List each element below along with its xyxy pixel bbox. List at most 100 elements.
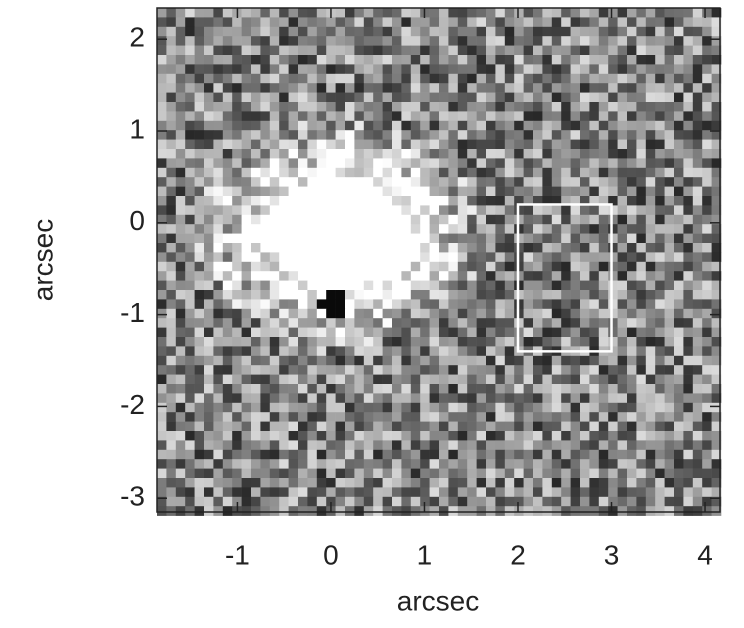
pixel [646,262,656,272]
pixel [270,356,280,366]
pixel [505,74,515,84]
pixel [176,83,186,93]
pixel [232,111,242,121]
pixel [467,506,477,516]
pixel [270,309,280,319]
pixel [674,309,684,319]
pixel [458,506,468,516]
pixel [270,36,280,46]
pixel [364,215,374,225]
pixel [467,215,477,225]
pixel [176,168,186,178]
pixel [176,262,186,272]
pixel [289,403,299,413]
pixel [383,158,393,168]
pixel [533,497,543,507]
pixel [665,177,675,187]
pixel [204,36,214,46]
pixel [289,506,299,516]
pixel [524,215,534,225]
pixel [289,8,299,18]
pixel [477,271,487,281]
pixel [514,450,524,460]
pixel [608,459,618,469]
pixel [185,177,195,187]
pixel [458,102,468,112]
pixel [646,74,656,84]
pixel [702,17,712,27]
pixel [336,102,346,112]
pixel [383,403,393,413]
pixel [251,281,261,291]
pixel [589,478,599,488]
pixel [467,121,477,131]
pixel [392,440,402,450]
pixel [242,299,252,309]
pixel [373,262,383,272]
pixel [373,243,383,253]
pixel [298,158,308,168]
pixel [646,309,656,319]
pixel [552,149,562,159]
pixel [336,459,346,469]
pixel [430,478,440,488]
pixel [674,478,684,488]
pixel [176,196,186,206]
pixel [345,187,355,197]
pixel [195,271,205,281]
pixel [505,393,515,403]
pixel [439,318,449,328]
pixel [561,187,571,197]
pixel [232,487,242,497]
pixel [354,46,364,56]
pixel [326,450,336,460]
pixel [185,168,195,178]
pixel [213,422,223,432]
pixel [326,168,336,178]
pixel [213,46,223,56]
pixel [223,450,233,460]
pixel [646,46,656,56]
pixel [232,318,242,328]
pixel [589,299,599,309]
pixel [627,440,637,450]
pixel [204,497,214,507]
pixel [345,487,355,497]
pixel [336,318,346,328]
pixel [561,422,571,432]
pixel [242,17,252,27]
pixel [561,111,571,121]
pixel [336,224,346,234]
pixel [477,149,487,159]
pixel [336,375,346,385]
pixel [157,356,167,366]
pixel [420,431,430,441]
pixel [636,375,646,385]
pixel [176,27,186,37]
pixel [580,403,590,413]
pixel [571,497,581,507]
pixel [336,356,346,366]
pixel [571,328,581,338]
pixel [373,450,383,460]
pixel [580,506,590,516]
pixel [383,27,393,37]
pixel [213,205,223,215]
pixel [242,158,252,168]
pixel [693,346,703,356]
pixel [477,309,487,319]
pixel [345,55,355,65]
pixel [599,27,609,37]
pixel [448,140,458,150]
pixel [251,412,261,422]
pixel [392,55,402,65]
pixel [580,487,590,497]
pixel [665,412,675,422]
pixel [392,506,402,516]
pixel [477,55,487,65]
pixel [195,252,205,262]
pixel [411,46,421,56]
pixel [477,431,487,441]
pixel [232,168,242,178]
pixel [458,450,468,460]
